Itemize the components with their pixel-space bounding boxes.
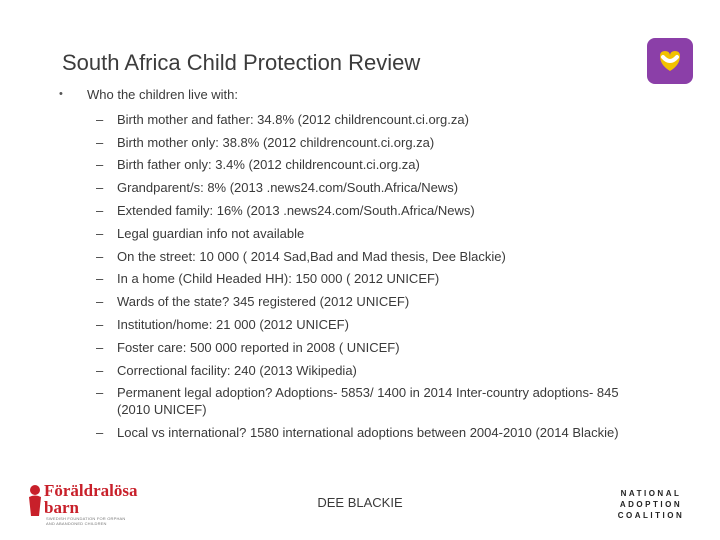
list-item: – Foster care: 500 000 reported in 2008 (… xyxy=(96,339,656,356)
list-item-text: Institution/home: 21 000 (2012 UNICEF) xyxy=(117,317,349,332)
list-item-text: Foster care: 500 000 reported in 2008 ( … xyxy=(117,340,400,355)
logo-left-line1: Föräldralösa xyxy=(44,481,138,500)
dash-marker: – xyxy=(96,317,104,332)
logo-left-line2: barn xyxy=(44,498,79,517)
dash-marker: – xyxy=(96,135,104,150)
footer-author: DEE BLACKIE xyxy=(317,495,403,510)
list-item: – Wards of the state? 345 registered (201… xyxy=(96,293,656,310)
dash-marker: – xyxy=(96,226,104,241)
list-item: – Extended family: 16% (2013 .news24.com/… xyxy=(96,202,656,219)
dash-marker: – xyxy=(96,180,104,195)
heart-logo-icon xyxy=(647,38,693,84)
list-item-text: Legal guardian info not available xyxy=(117,226,305,241)
dash-marker: – xyxy=(96,203,104,218)
list-item-text: Wards of the state? 345 registered (2012… xyxy=(117,294,410,309)
dash-marker: – xyxy=(96,249,104,264)
foraldralosa-barn-logo: Föräldralösa barn SWEDISH FOUNDATION FOR… xyxy=(26,480,138,526)
list-item: – Grandparent/s: 8% (2013 .news24.com/Sou… xyxy=(96,179,656,196)
list-item: – Permanent legal adoption? Adoptions- 58… xyxy=(96,384,636,418)
list-item: – Birth mother only: 38.8% (2012 children… xyxy=(96,134,656,151)
list-item-text: Birth mother only: 38.8% (2012 childrenc… xyxy=(117,135,435,150)
dash-marker: – xyxy=(96,271,104,286)
main-bullet: Who the children live with: xyxy=(87,87,239,102)
logo-right-line1: NATIONAL xyxy=(620,489,682,498)
logo-left-tagline: SWEDISH FOUNDATION FOR ORPHAN AND ABANDO… xyxy=(46,516,126,526)
list-item: – Correctional facility: 240 (2013 Wikipe… xyxy=(96,362,656,379)
dash-marker: – xyxy=(96,157,104,172)
dash-marker: – xyxy=(96,294,104,309)
list-item: – Legal guardian info not available xyxy=(96,225,656,242)
dash-marker: – xyxy=(96,425,104,440)
logo-left-small1: SWEDISH FOUNDATION FOR ORPHAN xyxy=(46,516,126,521)
slide-title: South Africa Child Protection Review xyxy=(62,50,421,75)
list-item-text: Birth mother and father: 34.8% (2012 chi… xyxy=(117,112,469,127)
national-adoption-coalition-logo: NATIONAL ADOPTION COALITION xyxy=(606,488,696,524)
dash-marker: – xyxy=(96,385,104,400)
dash-marker: – xyxy=(96,112,104,127)
bullet-marker: • xyxy=(59,88,63,100)
list-item-text: Extended family: 16% (2013 .news24.com/S… xyxy=(117,203,475,218)
child-figure-icon xyxy=(29,485,41,516)
logo-left-wordmark: Föräldralösa barn xyxy=(44,482,138,516)
logo-right-line3: COALITION xyxy=(617,511,685,520)
list-item: – In a home (Child Headed HH): 150 000 ( … xyxy=(96,270,656,287)
list-item: – Birth mother and father: 34.8% (2012 ch… xyxy=(96,111,656,128)
list-item: – Local vs international? 1580 internatio… xyxy=(96,424,626,441)
logo-right-line2: ADOPTION xyxy=(619,500,683,509)
dash-marker: – xyxy=(96,340,104,355)
list-item-text: Permanent legal adoption? Adoptions- 585… xyxy=(117,385,619,417)
list-item-text: Local vs international? 1580 internation… xyxy=(117,425,619,440)
list-item: – Birth father only: 3.4% (2012 childrenc… xyxy=(96,156,656,173)
list-item-text: Correctional facility: 240 (2013 Wikiped… xyxy=(117,363,357,378)
list-item-text: Grandparent/s: 8% (2013 .news24.com/Sout… xyxy=(117,180,459,195)
list-item: – On the street: 10 000 ( 2014 Sad,Bad an… xyxy=(96,248,656,265)
list-item-text: Birth father only: 3.4% (2012 childrenco… xyxy=(117,157,420,172)
list-item-text: In a home (Child Headed HH): 150 000 ( 2… xyxy=(117,271,440,286)
dash-marker: – xyxy=(96,363,104,378)
list-item: – Institution/home: 21 000 (2012 UNICEF) xyxy=(96,316,656,333)
logo-left-small2: AND ABANDONED CHILDREN xyxy=(46,521,107,526)
list-item-text: On the street: 10 000 ( 2014 Sad,Bad and… xyxy=(117,249,506,264)
